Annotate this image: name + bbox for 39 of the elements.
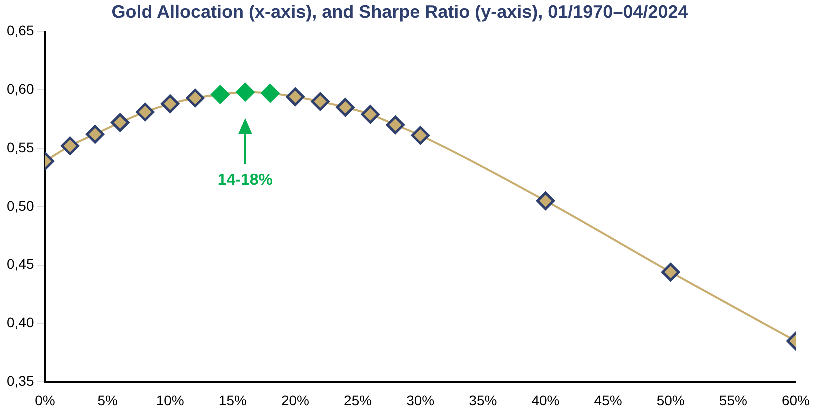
point [211,85,230,104]
x-tick-label: 15% [218,392,247,408]
point [536,192,555,210]
x-tick-label: 25% [344,392,372,408]
point [61,136,80,156]
point [311,92,330,111]
point [662,263,680,282]
point [86,125,105,144]
x-tick-label: 45% [594,392,622,408]
point [261,84,280,103]
x-tick-label: 30% [406,392,435,408]
point [236,83,255,102]
point [336,98,355,117]
x-tick-label: 35% [469,392,498,408]
point [386,116,405,134]
chart-title: Gold Allocation (x-axis), and Sharpe Ratio (y-axis), 01/1970–04/2024 [112,2,688,22]
y-tick-label: 0,60 [7,80,34,97]
x-tick-label: 0% [35,392,56,408]
point [186,88,205,108]
y-tick-label: 0,65 [7,22,34,38]
x-tick-label: 10% [156,392,184,408]
point [136,102,155,122]
y-tick-label: 0,45 [7,256,34,272]
x-tick-label: 20% [281,392,310,408]
y-tick-label: 0,40 [7,314,34,331]
x-tick-label: 60% [782,392,810,408]
point [111,114,130,132]
point [286,88,305,106]
point [411,126,430,145]
y-tick-label: 0,35 [7,373,34,390]
point [361,105,380,124]
x-tick-label: 40% [532,392,560,408]
x-tick-label: 55% [719,392,748,408]
annotation: 14-18% [218,172,274,189]
x-tick-label: 50% [656,392,685,408]
y-tick-label: 0,55 [7,139,34,156]
y-tick-label: 0,50 [7,198,34,214]
point [161,94,180,114]
x-tick-label: 5% [98,392,118,408]
